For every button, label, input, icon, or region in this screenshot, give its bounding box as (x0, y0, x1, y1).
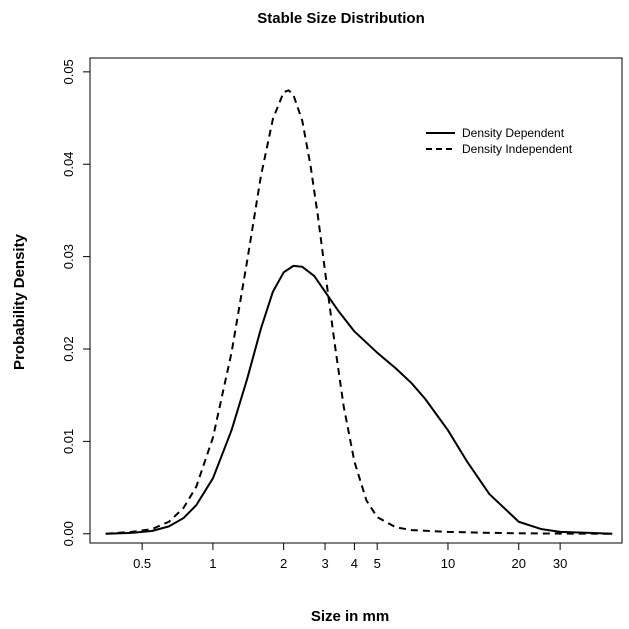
x-tick-label-6: 10 (441, 556, 455, 571)
legend: Density Dependent Density Independent (426, 126, 573, 156)
y-tick-label-0: 0.00 (61, 521, 76, 546)
y-tick-label-1: 0.01 (61, 429, 76, 454)
x-tick-label-7: 20 (511, 556, 525, 571)
legend-label-1: Density Independent (462, 142, 573, 156)
y-tick-label-2: 0.02 (61, 336, 76, 361)
x-tick-label-5: 5 (374, 556, 381, 571)
x-axis: 0.5 1 2 3 4 5 10 20 30 (133, 543, 567, 571)
plot-frame (89, 57, 623, 544)
series-line-1 (105, 89, 613, 535)
y-tick-label-4: 0.04 (61, 152, 76, 177)
y-axis-label: Probability Density (11, 233, 28, 370)
y-tick-label-3: 0.03 (61, 244, 76, 269)
y-axis: 0.00 0.01 0.02 0.03 0.04 0.05 (61, 59, 90, 546)
x-tick-label-2: 2 (280, 556, 287, 571)
chart-title: Stable Size Distribution (257, 10, 425, 27)
x-tick-label-3: 3 (321, 556, 328, 571)
x-axis-label: Size in mm (311, 608, 389, 625)
x-tick-label-4: 4 (351, 556, 358, 571)
x-tick-label-1: 1 (209, 556, 216, 571)
series-line-0 (105, 264, 613, 535)
x-tick-label-0: 0.5 (133, 556, 151, 571)
x-tick-label-8: 30 (553, 556, 567, 571)
y-tick-label-5: 0.05 (61, 59, 76, 84)
series-layer (105, 89, 613, 535)
legend-label-0: Density Dependent (462, 126, 565, 140)
